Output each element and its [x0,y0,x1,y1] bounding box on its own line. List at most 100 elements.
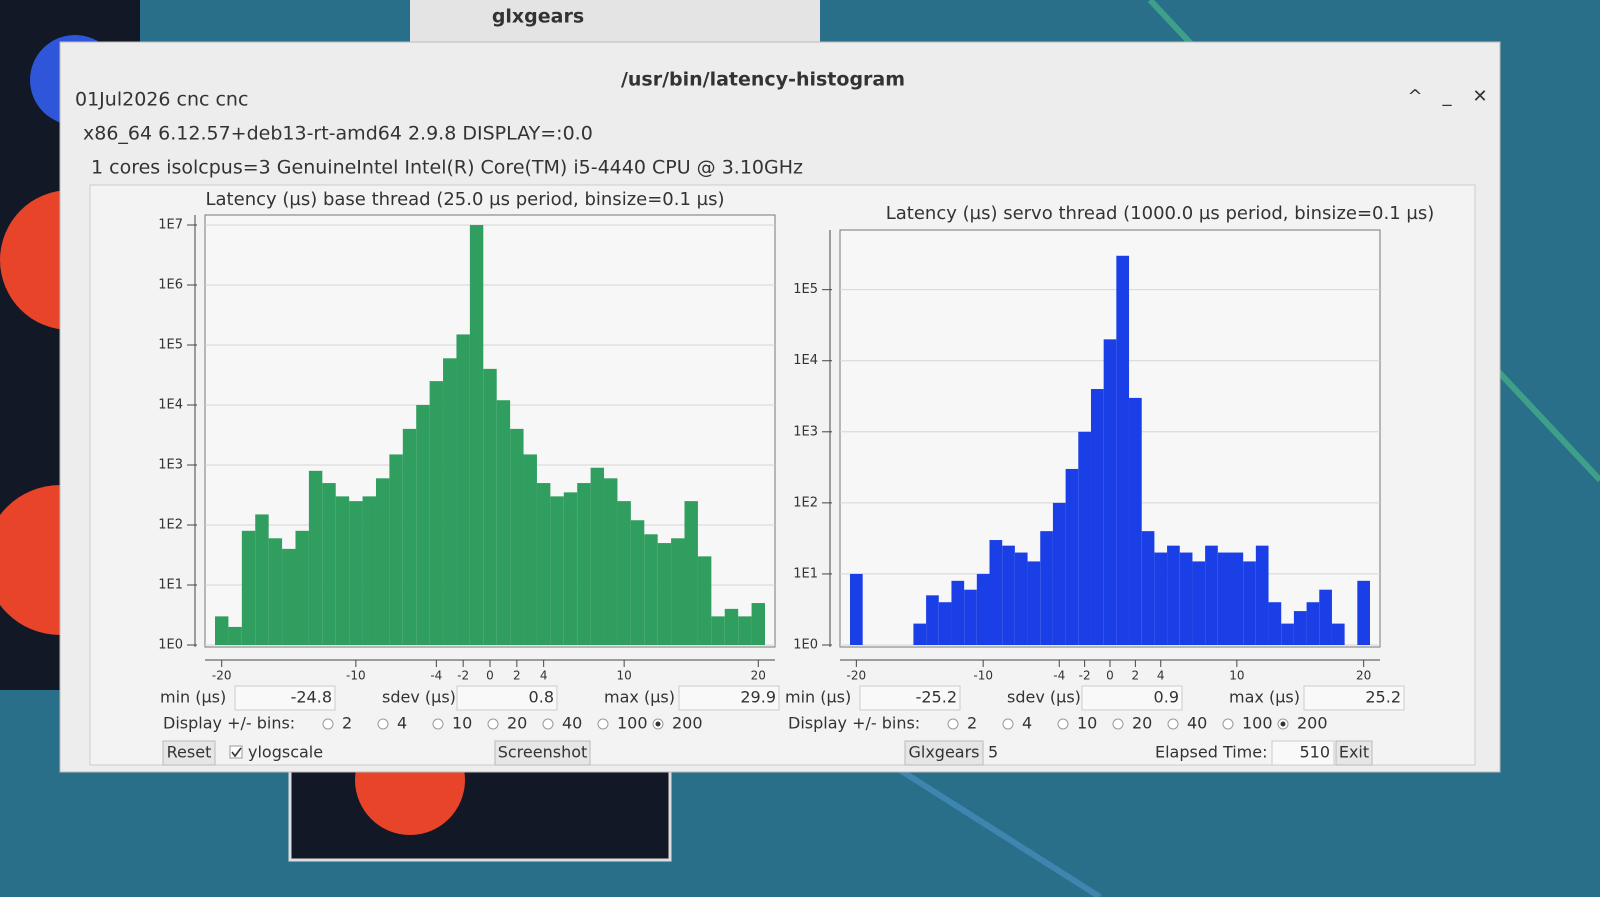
x-tick-label: -20 [212,669,232,683]
button[interactable] [1335,740,1373,766]
histogram-bar [644,534,658,645]
histogram-bar [1014,552,1028,645]
x-tick-label: -2 [1079,669,1091,683]
window-title: /usr/bin/latency-histogram [621,69,905,91]
stat-value: 0.9 [1154,688,1179,707]
bins-radio[interactable] [947,718,959,730]
button[interactable] [162,740,216,766]
gears-window [288,758,672,862]
button-label[interactable]: Exit [1339,743,1369,762]
x-tick-label: 4 [1157,669,1165,683]
bins-option[interactable]: 40 [1187,714,1207,733]
x-tick-label: -10 [346,669,366,683]
histogram-bar [496,400,511,645]
bins-option[interactable]: 10 [452,714,472,733]
histogram-bar [604,478,618,645]
histogram-bar [751,603,765,645]
histogram-bar [1002,545,1015,645]
bins-radio[interactable] [1112,718,1124,730]
histogram-bar [577,483,591,645]
histogram-bar [1154,552,1168,645]
button[interactable] [494,740,591,766]
histogram-bar [1027,561,1041,645]
maximize-button[interactable]: ^ [1407,86,1422,107]
bins-option[interactable]: 20 [507,714,527,733]
histogram-bar [617,501,631,645]
x-tick-label: 4 [540,669,548,683]
histogram-bar [1090,389,1104,645]
histogram-bar [1319,589,1332,645]
button[interactable] [904,740,984,766]
minimize-button[interactable]: _ [1442,86,1453,107]
histogram-bar [443,358,457,645]
bins-option[interactable]: 10 [1077,714,1097,733]
x-tick-label: 0 [1106,669,1114,683]
bins-option[interactable]: 200 [672,714,703,733]
histogram-bar [483,368,497,645]
button-label[interactable]: Reset [167,743,212,762]
bins-radio[interactable] [432,718,444,730]
chart-title: Latency (µs) servo thread (1000.0 µs per… [886,203,1435,224]
x-tick-label: -4 [430,669,442,683]
bins-option[interactable]: 20 [1132,714,1152,733]
bins-radio[interactable] [1057,718,1069,730]
histogram-bar [1357,580,1370,645]
histogram-bar [228,626,242,645]
y-tick-label: 1E6 [158,278,183,293]
button-label[interactable]: Glxgears [908,743,979,762]
histogram-bar [255,514,269,645]
histogram-bar [241,530,256,645]
bins-radio[interactable] [1002,718,1014,730]
bins-label: Display +/- bins: [788,714,920,733]
histogram-bar [550,496,564,645]
histogram-bar [1179,552,1193,645]
stat-box [234,685,336,711]
histogram-bar [295,530,309,645]
x-tick-label: 2 [1132,669,1140,683]
bins-radio[interactable] [1167,718,1179,730]
bins-radio[interactable] [542,718,554,730]
system-info: 01Jul2026 cnc cnc [75,89,248,111]
histogram-bar [1167,545,1180,645]
histogram-bar [964,589,977,645]
histogram-bar [335,496,350,645]
x-tick-label: 20 [1356,669,1371,683]
bins-radio[interactable] [322,718,334,730]
bins-option[interactable]: 100 [1242,714,1273,733]
bins-radio[interactable] [1222,718,1234,730]
bins-radio[interactable] [597,718,609,730]
checkbox-label[interactable]: ylogscale [248,743,323,762]
histogram-bar [536,483,551,645]
histogram-bar [1306,602,1320,645]
y-tick-label: 1E5 [793,282,818,297]
bins-option[interactable]: 100 [617,714,648,733]
bins-radio[interactable] [377,718,389,730]
histogram-bar [1331,623,1345,645]
x-tick-label: -4 [1053,669,1065,683]
histogram-bar [510,428,524,645]
bins-option[interactable]: 40 [562,714,582,733]
stat-box [859,685,961,711]
stat-value: 0.8 [529,688,554,707]
close-button[interactable]: ✕ [1472,86,1487,107]
bins-option[interactable]: 2 [967,714,977,733]
x-tick-label: -2 [457,669,469,683]
bins-option[interactable]: 4 [1022,714,1032,733]
histogram-bar [850,573,863,645]
histogram-bar [630,520,645,645]
checkbox[interactable] [229,745,243,759]
bins-option[interactable]: 2 [342,714,352,733]
histogram-bar [738,616,752,645]
glxgears-titlebar [410,0,820,45]
button-label[interactable]: Screenshot [498,743,588,762]
glxgears-title: glxgears [492,6,584,28]
histogram-bar [1129,397,1142,645]
stat-label: sdev (µs) [1007,688,1081,707]
histogram-bar [938,602,952,645]
bins-option[interactable]: 4 [397,714,407,733]
bins-radio[interactable] [487,718,499,730]
histogram-bar [1217,552,1231,645]
elapsed-label: Elapsed Time: [1155,743,1267,762]
bins-radio-dot [655,721,661,727]
bins-option[interactable]: 200 [1297,714,1328,733]
